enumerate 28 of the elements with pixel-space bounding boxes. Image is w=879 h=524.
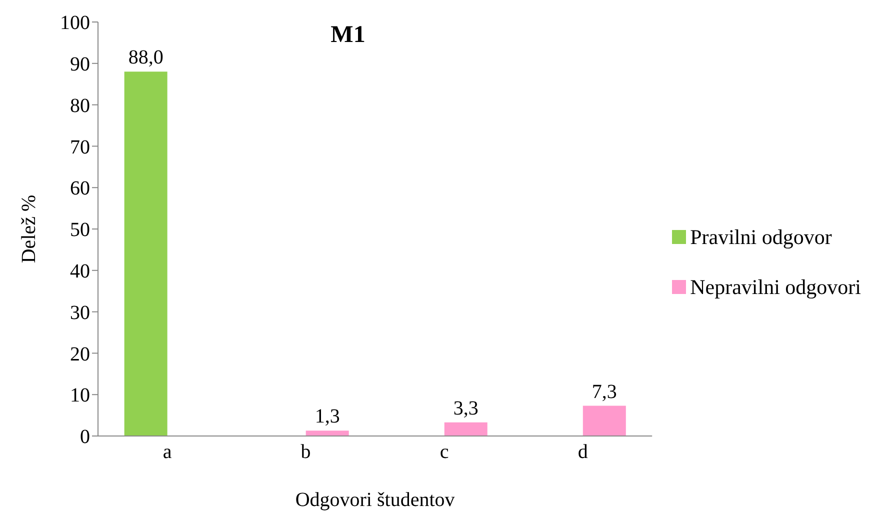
y-tick-label: 30 bbox=[70, 302, 90, 324]
x-tick-label: b bbox=[300, 441, 311, 464]
y-tick-label: 80 bbox=[70, 94, 90, 117]
y-tick-label: 0 bbox=[80, 426, 90, 448]
y-tick-label: 10 bbox=[70, 384, 90, 407]
bar bbox=[306, 430, 349, 436]
data-label: 1,3 bbox=[314, 406, 340, 428]
bar bbox=[582, 406, 626, 436]
bar bbox=[124, 72, 168, 436]
y-tick-label: 40 bbox=[70, 260, 90, 282]
y-tick-label: 90 bbox=[70, 54, 90, 76]
y-tick-label: 100 bbox=[60, 12, 90, 34]
x-tick-label: a bbox=[162, 441, 172, 464]
y-tick-label: 70 bbox=[70, 136, 90, 158]
legend-label: Pravilni odgovor bbox=[690, 224, 832, 250]
data-label: 88,0 bbox=[128, 46, 164, 69]
chart-title: M1 bbox=[330, 22, 366, 48]
y-axis-title: Delež % bbox=[18, 194, 40, 264]
x-axis-title: Odgovori študentov bbox=[295, 489, 455, 511]
x-tick-label: d bbox=[578, 441, 588, 464]
y-tick-label: 20 bbox=[70, 343, 90, 366]
data-label: 3,3 bbox=[453, 397, 478, 420]
x-tick-label: c bbox=[440, 441, 449, 464]
data-label: 7,3 bbox=[592, 380, 617, 403]
y-tick-label: 50 bbox=[70, 219, 90, 242]
legend-label: Nepravilni odgovori bbox=[690, 274, 861, 300]
y-tick-label: 60 bbox=[70, 178, 90, 200]
bar bbox=[444, 422, 488, 436]
